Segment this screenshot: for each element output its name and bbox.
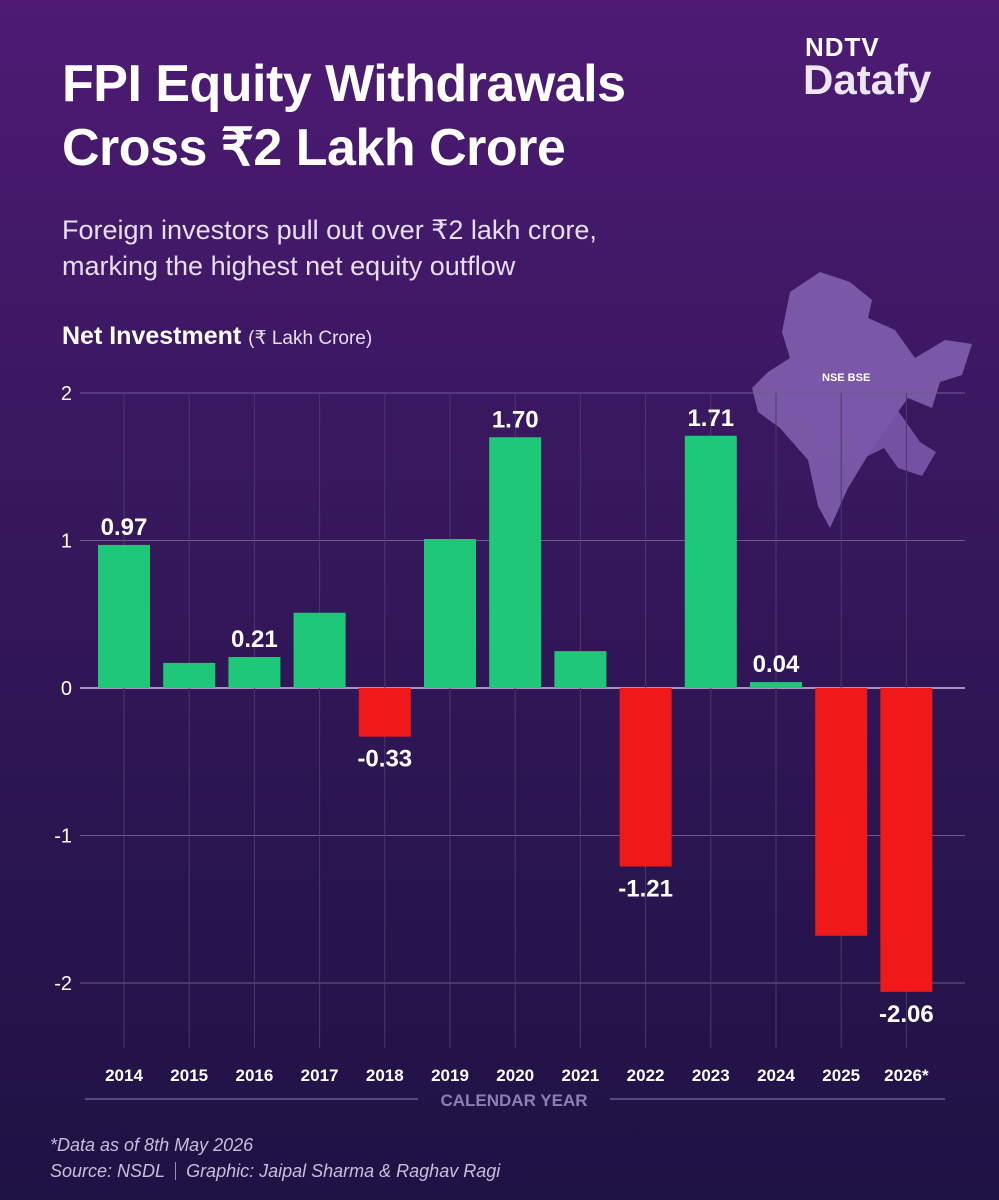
x-tick-label: 2026*: [884, 1066, 929, 1085]
footnote: *Data as of 8th May 2026 Source: NSDL Gra…: [50, 1132, 500, 1184]
divider: [175, 1162, 177, 1180]
x-tick-label: 2018: [366, 1066, 404, 1085]
x-tick-label: 2015: [170, 1066, 208, 1085]
x-tick-label: 2024: [757, 1066, 795, 1085]
brand-logo: NDTV Datafy: [795, 30, 975, 110]
data-label: -1.21: [618, 875, 673, 902]
y-tick-label: 0: [61, 678, 72, 700]
nse-bse-label: NSE BSE: [822, 372, 870, 384]
bar: [163, 662, 216, 688]
x-tick-label: 2020: [496, 1066, 534, 1085]
data-label: 0.21: [231, 626, 278, 653]
title-line-1: FPI Equity Withdrawals: [62, 55, 626, 113]
y-axis-title: Net Investment (₹ Lakh Crore): [62, 322, 372, 351]
data-label: -0.33: [357, 746, 412, 773]
y-axis-unit: (₹ Lakh Crore): [248, 328, 373, 349]
bar: [554, 651, 607, 688]
bar: [750, 682, 802, 688]
bar: [293, 612, 346, 688]
data-label: 0.97: [101, 514, 148, 541]
x-tick-label: 2025: [822, 1066, 860, 1085]
x-tick-label: 2016: [235, 1066, 273, 1085]
data-label: -2.06: [879, 1001, 934, 1028]
credit-text: Graphic: Jaipal Sharma & Raghav Ragi: [186, 1161, 501, 1181]
data-note: *Data as of 8th May 2026: [50, 1135, 254, 1155]
source-text: Source: NSDL: [50, 1161, 166, 1181]
falling-arrow-icon: [786, 372, 936, 476]
brand-ndtv: NDTV: [805, 32, 880, 62]
y-tick-label: 1: [61, 531, 72, 553]
y-tick-label: -1: [54, 826, 72, 848]
bar: [684, 435, 737, 688]
y-tick-label: 2: [61, 383, 72, 405]
title-line-2: Cross ₹2 Lakh Crore: [62, 119, 566, 177]
source-credit-line: Source: NSDL Graphic: Jaipal Sharma & Rag…: [50, 1158, 500, 1184]
subtitle-line-2: marking the highest net equity outflow: [62, 251, 516, 281]
data-label: 1.71: [687, 405, 734, 432]
data-label: 0.04: [753, 651, 800, 678]
x-tick-label: 2019: [431, 1066, 469, 1085]
bar: [358, 688, 411, 737]
x-tick-label: 2017: [301, 1066, 339, 1085]
bar: [880, 688, 933, 992]
y-tick-label: -2: [54, 973, 72, 995]
x-tick-label: 2014: [105, 1066, 143, 1085]
bar: [98, 544, 150, 688]
chart-subtitle: Foreign investors pull out over ₹2 lakh …: [62, 212, 782, 284]
bar: [815, 688, 868, 936]
bar: [228, 657, 281, 688]
bar: [619, 688, 672, 867]
data-label: 1.70: [492, 406, 539, 433]
brand-datafy: Datafy: [803, 56, 932, 103]
india-map-illustration: NSE BSE: [752, 272, 972, 528]
chart-title: FPI Equity Withdrawals Cross ₹2 Lakh Cro…: [62, 52, 782, 180]
bar: [424, 539, 476, 688]
x-tick-label: 2022: [627, 1066, 665, 1085]
x-tick-label: 2021: [561, 1066, 599, 1085]
x-axis-title: CALENDAR YEAR: [440, 1091, 587, 1110]
x-tick-label: 2023: [692, 1066, 730, 1085]
subtitle-line-1: Foreign investors pull out over ₹2 lakh …: [62, 215, 597, 245]
bar: [489, 437, 542, 688]
y-axis-label: Net Investment: [62, 322, 242, 350]
